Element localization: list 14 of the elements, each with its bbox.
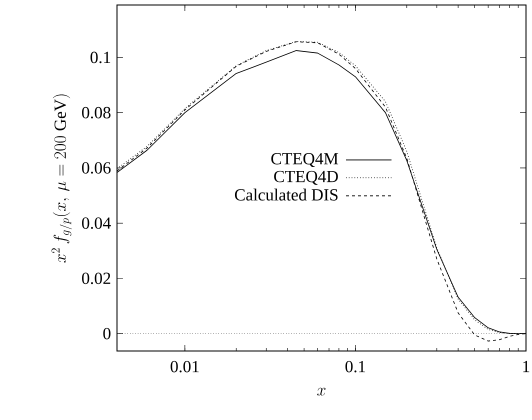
legend-label: CTEQ4D (274, 170, 338, 185)
y-tick-label: 0.08 (82, 106, 110, 118)
y-tick-label: 0.06 (82, 162, 111, 174)
y-tick-label: 0.1 (90, 52, 110, 64)
x-tick-label: 0.01 (170, 360, 199, 372)
x-tick-label: 0.1 (345, 360, 366, 372)
y-tick-label: 0 (103, 328, 110, 340)
legend-label: CTEQ4M (271, 153, 338, 168)
legend-label: Calculated DIS (234, 188, 338, 201)
x-tick-label: 1 (523, 360, 530, 372)
y-tick-label: 0.04 (82, 217, 111, 229)
y-axis-title: $x^2\, f_{g/p}(x,\, \mu = 200\ \mathrm{GeV})$ (52, 94, 72, 263)
y-tick-label: 0.02 (82, 272, 110, 284)
x-axis-title: $x$ (317, 388, 326, 396)
